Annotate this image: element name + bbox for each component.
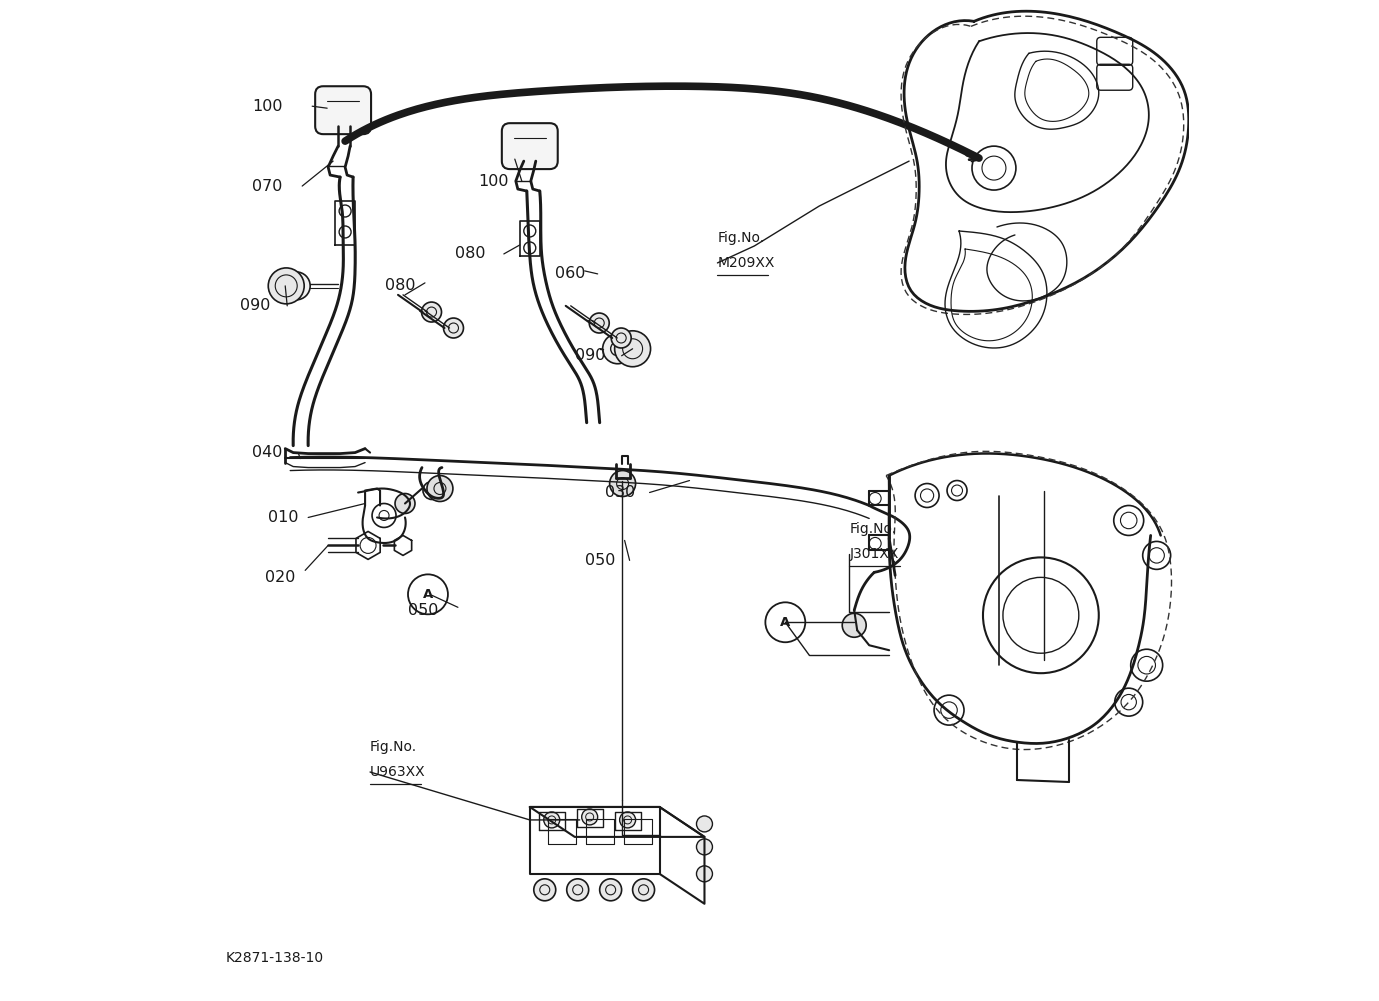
Circle shape xyxy=(611,328,632,348)
Text: 090: 090 xyxy=(575,348,605,363)
Text: Fig.No.: Fig.No. xyxy=(849,523,896,537)
Circle shape xyxy=(589,313,610,333)
Circle shape xyxy=(600,879,622,901)
Circle shape xyxy=(567,879,589,901)
Text: Fig.No.: Fig.No. xyxy=(370,740,418,754)
Circle shape xyxy=(427,475,452,502)
Circle shape xyxy=(269,268,305,304)
Circle shape xyxy=(543,812,560,828)
Circle shape xyxy=(619,812,636,828)
Text: Fig.No.: Fig.No. xyxy=(717,231,764,245)
Circle shape xyxy=(615,330,651,366)
Circle shape xyxy=(633,879,655,901)
Text: A: A xyxy=(781,616,790,629)
Text: 080: 080 xyxy=(455,246,485,261)
Circle shape xyxy=(610,470,636,496)
Text: 100: 100 xyxy=(479,173,509,188)
FancyBboxPatch shape xyxy=(316,86,371,134)
Circle shape xyxy=(696,839,713,855)
Text: M209XX: M209XX xyxy=(717,256,775,270)
Text: 050: 050 xyxy=(408,603,439,618)
Text: K2871-138-10: K2871-138-10 xyxy=(225,951,324,965)
Text: 020: 020 xyxy=(265,570,295,585)
Circle shape xyxy=(444,318,463,338)
Text: 040: 040 xyxy=(252,445,283,460)
Circle shape xyxy=(283,272,310,300)
Text: 050: 050 xyxy=(585,553,615,568)
Text: A: A xyxy=(423,588,433,601)
Text: J301XX: J301XX xyxy=(849,548,899,562)
Text: 060: 060 xyxy=(554,266,585,281)
Text: 090: 090 xyxy=(240,298,270,313)
Circle shape xyxy=(582,809,597,825)
Text: 030: 030 xyxy=(604,485,634,500)
Text: 100: 100 xyxy=(252,99,283,114)
Text: U963XX: U963XX xyxy=(370,765,426,779)
Text: 010: 010 xyxy=(269,510,299,525)
Circle shape xyxy=(612,473,633,493)
FancyBboxPatch shape xyxy=(502,123,557,169)
Circle shape xyxy=(422,302,441,322)
Text: 070: 070 xyxy=(252,178,283,193)
Text: 080: 080 xyxy=(385,278,415,293)
Circle shape xyxy=(843,614,866,638)
Circle shape xyxy=(696,866,713,882)
Circle shape xyxy=(603,333,633,363)
Circle shape xyxy=(534,879,556,901)
Circle shape xyxy=(394,493,415,514)
Circle shape xyxy=(696,816,713,832)
